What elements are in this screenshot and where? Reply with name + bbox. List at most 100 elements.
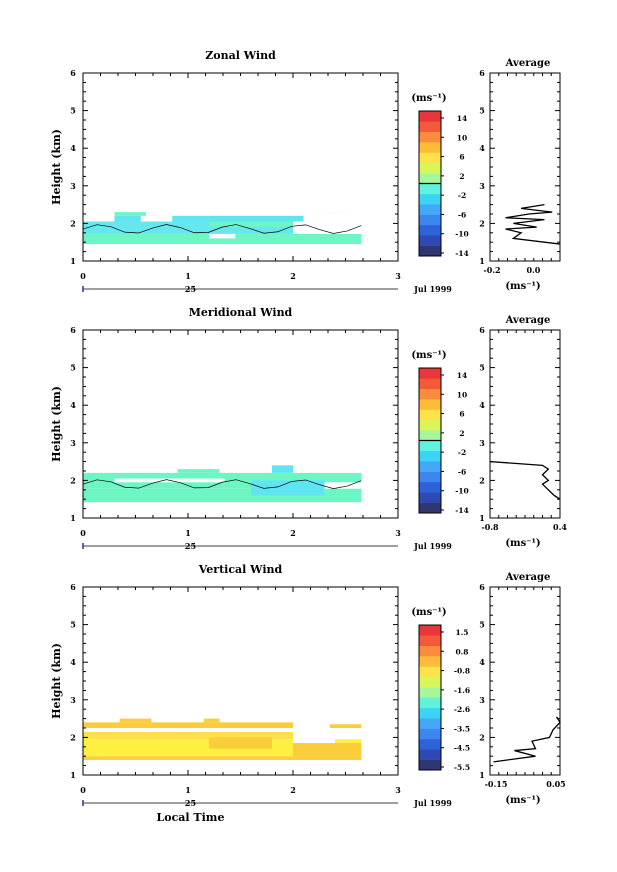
data-cell [293, 743, 362, 757]
colorbar-segment [419, 162, 441, 174]
colorbar-label: 0.8 [455, 647, 468, 656]
colorbar-label: -2 [458, 448, 466, 457]
x-tick-label: 3 [395, 785, 401, 795]
colorbar-frame [418, 624, 442, 771]
colorbar-segment [419, 388, 441, 400]
average-y-tick-label: 1 [479, 513, 485, 523]
colorbar-segment [419, 440, 441, 452]
colorbar-segment [419, 193, 441, 205]
date-label: Jul 1999 [413, 284, 452, 294]
average-y-tick-label: 4 [479, 657, 485, 667]
y-tick-label: 6 [70, 68, 76, 78]
data-cell [83, 756, 362, 760]
x-tick-label: 0 [80, 785, 86, 795]
colorbar-segment [419, 173, 441, 184]
x-tick-label: 0 [80, 271, 86, 281]
average-title: Average [505, 572, 551, 583]
average-y-tick-label: 4 [479, 400, 485, 410]
colorbar-segment [419, 697, 441, 709]
colorbar-segment [419, 707, 441, 719]
average-title: Average [505, 58, 551, 69]
data-cell [83, 722, 293, 728]
colorbar-label: 2 [459, 429, 464, 438]
colorbar-label: -2 [458, 191, 466, 200]
colorbar-segment [419, 718, 441, 729]
colorbar-segment [419, 235, 441, 246]
average-unit: (ms⁻¹) [505, 281, 540, 292]
x-tick-label: 1 [185, 785, 191, 795]
colorbar-segment [419, 430, 441, 441]
colorbar-label: 10 [457, 133, 467, 142]
colorbar-segment [419, 111, 441, 122]
colorbar-label: -0.8 [454, 667, 470, 676]
colorbar-label: 14 [457, 371, 467, 380]
colorbar-segment [419, 481, 441, 493]
contour-line [82, 224, 362, 234]
colorbar-segment [419, 471, 441, 483]
data-cell [83, 731, 293, 740]
colorbar-label: 1.5 [455, 628, 468, 637]
colorbar-segment [419, 450, 441, 462]
panel-title: Meridional Wind [189, 306, 293, 319]
colorbar-label: -5.5 [454, 763, 470, 772]
colorbar-segment [419, 461, 441, 472]
colorbar-segment [419, 204, 441, 215]
data-gap [303, 212, 362, 234]
average-profile-line [505, 203, 561, 245]
colorbar-segment [419, 419, 441, 431]
average-y-tick-label: 4 [479, 143, 485, 153]
average-y-tick-label: 2 [479, 475, 485, 485]
colorbar-segment [419, 142, 441, 153]
x-tick-label: 1 [185, 528, 191, 538]
colorbar-segment [419, 656, 441, 667]
colorbar-label: -2.6 [454, 705, 470, 714]
colorbar-label: -3.5 [454, 724, 470, 733]
colorbar-segment [419, 409, 441, 421]
colorbar-segment [419, 399, 441, 410]
y-axis-label: Height (km) [50, 386, 63, 462]
colorbar-segment [419, 749, 441, 760]
y-axis-label: Height (km) [50, 643, 63, 719]
y-tick-label: 5 [70, 106, 76, 116]
colorbar-segment [419, 625, 441, 636]
colorbar-segment [419, 676, 441, 688]
average-profile-line [493, 716, 561, 763]
data-gap [83, 728, 293, 732]
y-tick-label: 6 [70, 582, 76, 592]
colorbar-segment [419, 502, 441, 514]
colorbar-segment [419, 245, 441, 257]
average-y-tick-label: 2 [479, 218, 485, 228]
average-title: Average [505, 315, 551, 326]
average-y-tick-label: 5 [479, 363, 485, 373]
data-gap [140, 215, 173, 222]
y-tick-label: 3 [70, 695, 76, 705]
y-tick-label: 3 [70, 438, 76, 448]
colorbar-segment [419, 666, 441, 678]
date-tick-label: 25 [185, 284, 196, 294]
x-tick-label: 3 [395, 271, 401, 281]
average-y-tick-label: 3 [479, 695, 485, 705]
colorbar-segment [419, 635, 441, 647]
data-cell [329, 724, 362, 728]
colorbar-label: 2 [459, 172, 464, 181]
average-y-tick-label: 3 [479, 181, 485, 191]
data-cell [203, 718, 220, 723]
y-tick-label: 4 [70, 400, 76, 410]
date-tick-label: 25 [185, 798, 196, 808]
y-tick-label: 2 [70, 218, 76, 228]
colorbar-segment [419, 492, 441, 503]
colorbar-label: -10 [455, 230, 469, 239]
y-tick-label: 3 [70, 181, 76, 191]
y-tick-label: 1 [70, 256, 76, 266]
x-tick-label: 2 [290, 528, 296, 538]
average-x-tick-label: -0.2 [483, 265, 500, 275]
colorbar-segment [419, 687, 441, 698]
colorbar-label: -4.5 [454, 744, 470, 753]
average-frame [489, 329, 561, 519]
average-y-tick-label: 6 [479, 325, 485, 335]
colorbar-segment [419, 645, 441, 657]
